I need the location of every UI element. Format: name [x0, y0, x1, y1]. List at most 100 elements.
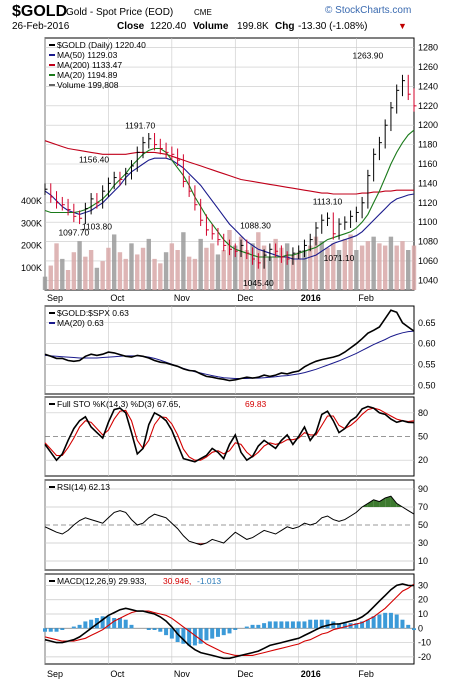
- symbol-title: $GOLD: [12, 3, 67, 20]
- volume-bar: [394, 245, 399, 290]
- macd-histogram-bar: [233, 628, 238, 630]
- volume-bar: [135, 254, 140, 290]
- price-tick-label: 1140: [418, 178, 437, 188]
- volume-bar: [302, 250, 307, 290]
- ratio-legend-entry: MA(20) 0.63: [57, 318, 104, 328]
- price-legend-entry: Volume 199,808: [57, 80, 119, 90]
- volume-bar: [284, 243, 290, 290]
- macd-histogram-bar: [43, 628, 47, 632]
- macd-histogram-bar: [262, 623, 267, 629]
- x-axis-label: Sep: [47, 293, 63, 303]
- volume-bar: [400, 241, 405, 290]
- ratio-line: [44, 309, 415, 382]
- exchange-label: CME: [194, 8, 212, 17]
- x-axis-label-bottom: Nov: [174, 669, 191, 679]
- macd-histogram-bar: [181, 628, 186, 644]
- macd-histogram-bar: [152, 628, 157, 630]
- rsi-overbought-fill: [385, 496, 391, 507]
- price-annotation: 1103.80: [82, 221, 112, 231]
- volume-bar: [267, 256, 273, 290]
- x-axis-label: 2016: [301, 293, 321, 303]
- volume-bar: [158, 263, 163, 290]
- volume-bar: [60, 258, 65, 290]
- macd-histogram-bar: [273, 621, 278, 629]
- volume-bar: [175, 250, 180, 290]
- volume-bar: [117, 252, 123, 290]
- macd-histogram-bar: [337, 623, 342, 629]
- ratio-ma-line: [44, 330, 415, 379]
- macd-histogram-bar: [360, 621, 365, 629]
- price-tick-label: 1200: [418, 120, 438, 130]
- macd-histogram-bar: [210, 628, 215, 639]
- volume-bar: [313, 236, 319, 290]
- date-label: 26-Feb-2016: [12, 21, 70, 32]
- volume-bar: [308, 245, 313, 290]
- macd-panel: -20 -10 0 10 20 30 MACD(12,26,9) 29.933, 30.946…: [43, 573, 431, 665]
- volume-bar: [100, 261, 105, 290]
- chg-down-arrow-icon: ▼: [398, 21, 407, 31]
- rsi-legend-entry: RSI(14) 62.13: [57, 482, 110, 492]
- rsi-tick-label: 30: [418, 538, 428, 548]
- macd-histogram-bar: [279, 621, 284, 629]
- volume-bar: [129, 243, 134, 290]
- volume-tick-label: 100K: [21, 263, 42, 273]
- volume-bar: [71, 252, 77, 290]
- macd-histogram-bar: [256, 624, 261, 629]
- rsi-panel: 10 30 50 70 90 RSI(14) 62.13: [44, 479, 428, 571]
- ma-line-ma50: [44, 157, 415, 260]
- macd-histogram-bar: [198, 628, 203, 644]
- price-tick-label: 1060: [418, 256, 438, 266]
- volume-bar: [319, 241, 324, 290]
- stoch-tick-label: 80: [418, 408, 428, 418]
- macd-histogram-bar: [302, 621, 307, 629]
- macd-histogram-bar: [394, 614, 399, 629]
- price-tick-label: 1100: [418, 217, 437, 227]
- volume-bar: [54, 243, 59, 290]
- ratio-frame: [44, 305, 415, 395]
- volume-bar: [388, 236, 394, 290]
- volume-bar: [377, 243, 382, 290]
- x-axis-label-bottom: Oct: [110, 669, 125, 679]
- volume-bar: [88, 250, 94, 290]
- volume-bar: [106, 247, 111, 290]
- price-tick-label: 1280: [418, 43, 438, 53]
- volume-label: Volume: [193, 21, 229, 32]
- macd-histogram-bar: [308, 619, 313, 629]
- ratio-tick-label: 0.60: [418, 339, 436, 349]
- macd-histogram-bar: [313, 619, 318, 629]
- volume-bar: [83, 256, 88, 290]
- rsi-tick-label: 50: [418, 520, 428, 530]
- macd-histogram-bar: [221, 628, 226, 636]
- instrument-name: Gold - Spot Price (EOD): [66, 7, 173, 18]
- macd-histogram-bar: [267, 621, 272, 629]
- volume-bar: [204, 247, 209, 290]
- volume-bar: [186, 256, 192, 290]
- macd-histogram-bar: [106, 616, 111, 629]
- macd-histogram-bar: [204, 628, 209, 641]
- ratio-tick-label: 0.50: [418, 381, 436, 391]
- volume-bar: [354, 250, 359, 290]
- volume-bar: [215, 254, 221, 290]
- volume-bar: [250, 243, 255, 290]
- price-annotation: 1156.40: [79, 154, 109, 164]
- macd-histogram-bar: [365, 619, 370, 629]
- macd-histogram-bar: [227, 628, 232, 634]
- volume-bar: [296, 252, 301, 290]
- macd-histogram-bar: [77, 624, 82, 629]
- price-tick-label: 1160: [418, 159, 437, 169]
- volume-bar: [382, 245, 388, 290]
- macd-legend-entry: MACD(12,26,9) 29.933,: [57, 576, 147, 586]
- volume-bar: [279, 247, 284, 290]
- price-legend-entry: MA(50) 1129.03: [57, 50, 118, 60]
- volume-bar: [42, 276, 48, 290]
- macd-histogram-bar: [71, 626, 76, 629]
- rsi-tick-label: 90: [418, 484, 428, 494]
- macd-histogram-bar: [117, 618, 122, 629]
- rsi-tick-label: 70: [418, 502, 428, 512]
- x-axis-label-bottom: Dec: [237, 669, 254, 679]
- volume-bar: [181, 232, 186, 290]
- volume-tick-label: 400K: [21, 196, 42, 206]
- price-annotation: 1097.70: [58, 227, 89, 237]
- ma-line-ma200: [44, 140, 414, 195]
